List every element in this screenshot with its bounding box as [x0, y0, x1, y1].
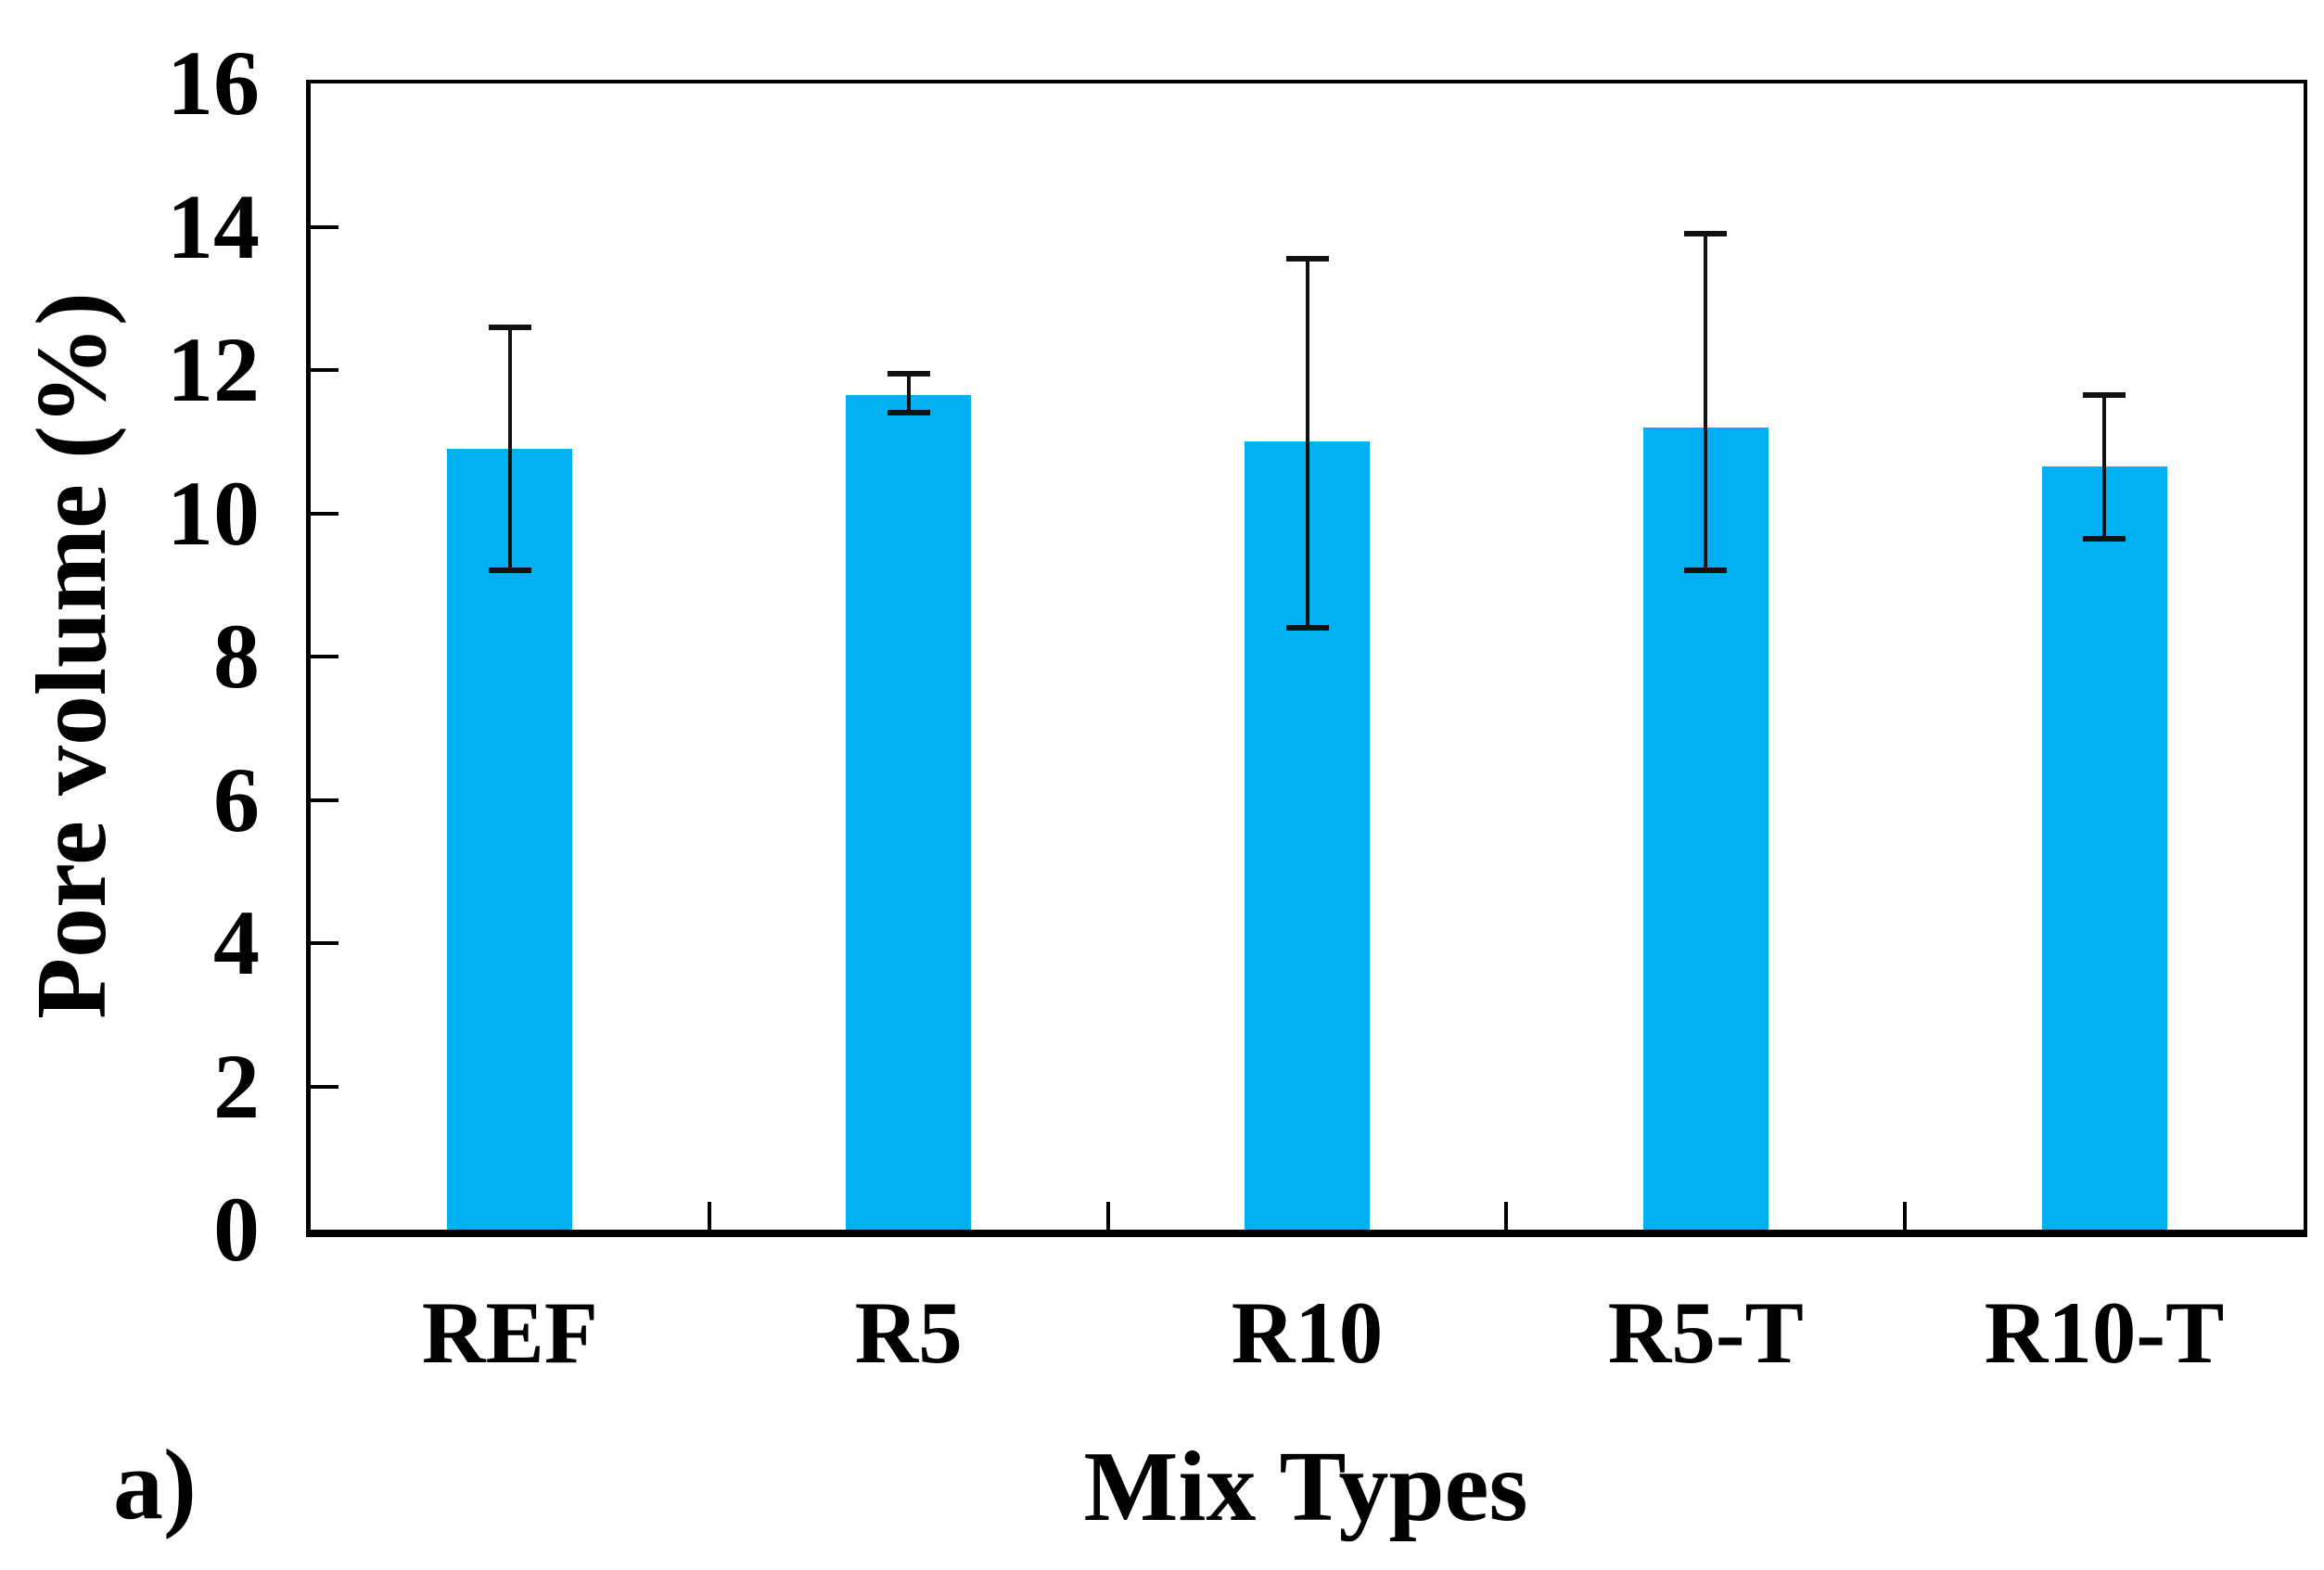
x-tick-label-r10: R10 [1231, 1283, 1384, 1382]
y-tick-label: 6 [213, 747, 260, 851]
error-bar-cap-top [2083, 392, 2126, 399]
x-tick-label-ref: REF [421, 1283, 598, 1382]
x-boundary-tick [1504, 1202, 1509, 1230]
y-tick-label: 10 [167, 461, 260, 565]
y-tick-label: 0 [213, 1178, 260, 1281]
y-tick-label: 2 [213, 1034, 260, 1138]
y-tick-mark [311, 511, 338, 516]
x-tick-label-r5-t: R5-T [1607, 1283, 1804, 1382]
error-bar-cap-top [887, 370, 930, 377]
error-bar-cap-top [1684, 231, 1728, 237]
error-bar-line [906, 373, 911, 414]
plot-inner-layer [311, 83, 2304, 1230]
y-tick-label: 14 [167, 174, 260, 278]
error-bar-cap-bottom [887, 410, 930, 416]
y-tick-mark [311, 655, 338, 658]
error-bar-cap-top [488, 324, 531, 330]
panel-label: a) [113, 1430, 197, 1540]
bar-r5 [846, 395, 972, 1230]
error-bar-line [1305, 259, 1309, 629]
x-tick-label-r10-t: R10-T [1984, 1283, 2225, 1382]
y-tick-label: 4 [213, 891, 260, 994]
y-tick-mark [311, 798, 338, 802]
x-boundary-tick [1903, 1202, 1908, 1230]
x-boundary-tick [1105, 1202, 1110, 1230]
error-bar-cap-bottom [2083, 535, 2126, 542]
y-tick-label: 16 [167, 32, 260, 134]
x-tick-label-r5: R5 [854, 1283, 963, 1382]
bar-r10-t [2041, 466, 2167, 1230]
y-tick-mark [311, 368, 338, 372]
y-tick-mark [311, 941, 338, 945]
error-bar-cap-bottom [1684, 568, 1728, 574]
y-tick-label: 8 [213, 605, 260, 708]
x-axis-title: Mix Types [1083, 1432, 1528, 1542]
bar-ref [447, 448, 573, 1230]
error-bar-line [507, 326, 512, 571]
error-bar-cap-top [1285, 256, 1329, 262]
error-bar-cap-bottom [488, 568, 531, 574]
y-tick-label: 12 [167, 318, 260, 421]
x-boundary-tick [707, 1202, 711, 1230]
plot-area [306, 80, 2307, 1237]
y-tick-mark [311, 1084, 338, 1089]
error-bar-cap-bottom [1285, 625, 1329, 632]
error-bar-line [2102, 395, 2107, 539]
y-tick-mark [311, 224, 338, 229]
error-bar-line [1704, 234, 1708, 571]
